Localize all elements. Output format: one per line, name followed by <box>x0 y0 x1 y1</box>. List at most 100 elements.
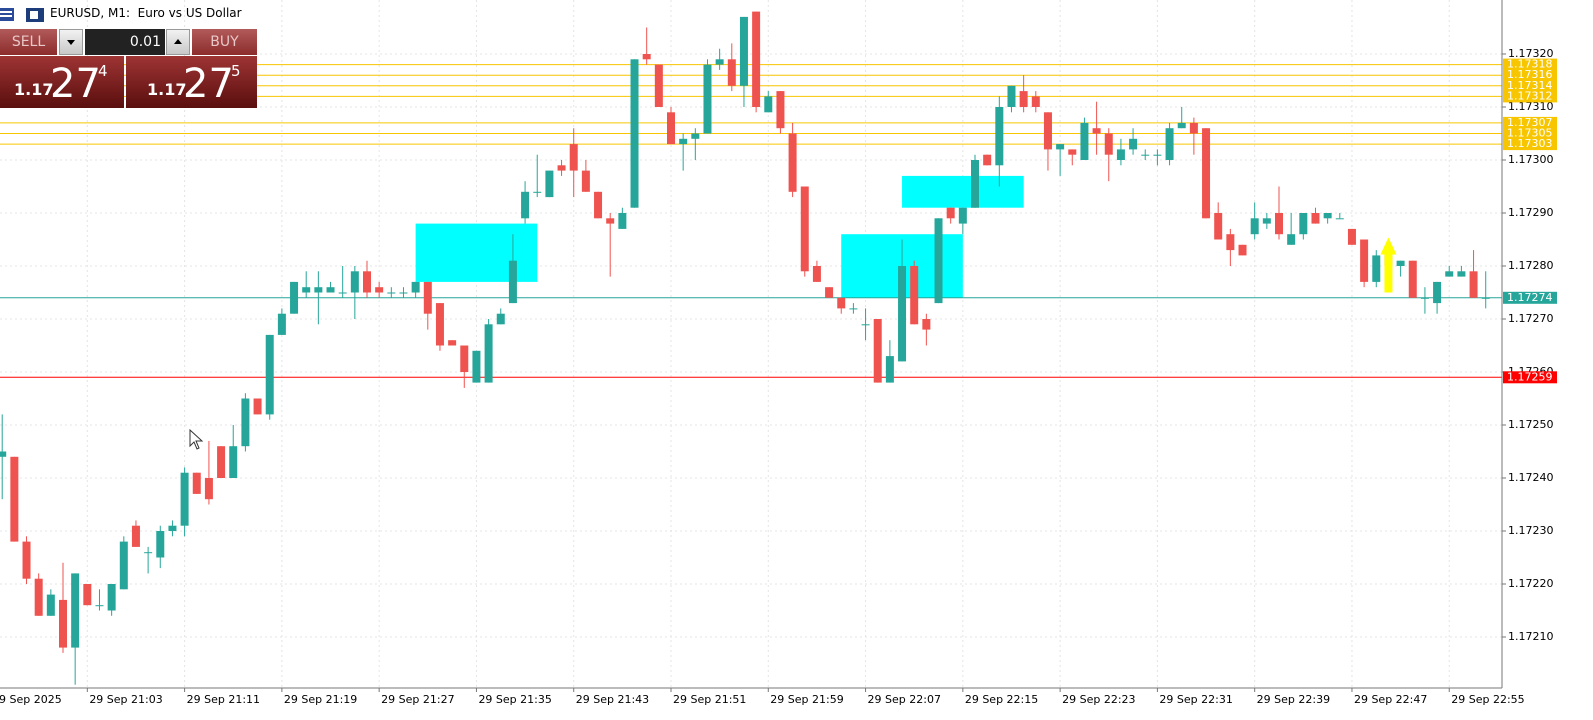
candle-body <box>1287 234 1296 245</box>
candle-body <box>423 281 432 314</box>
candle-body <box>1129 138 1138 150</box>
candle-body <box>1080 122 1089 160</box>
candle-body <box>630 59 639 208</box>
buy-button[interactable]: BUY <box>192 29 257 55</box>
candle-body <box>435 303 444 346</box>
candle-body <box>253 398 262 415</box>
candle-body <box>1481 297 1490 299</box>
candle-body <box>1347 228 1356 245</box>
candle-body <box>229 446 238 478</box>
candle-body <box>654 64 663 107</box>
level-line-label-bg <box>1503 69 1557 82</box>
candle-body <box>1116 149 1125 160</box>
candle-body <box>910 266 919 325</box>
y-tick-label: 1.17230 <box>1508 524 1554 537</box>
candle-body <box>302 287 311 293</box>
candle-body <box>1469 271 1478 298</box>
candle-body <box>1165 128 1174 160</box>
x-tick-label: 29 Sep 21:19 <box>284 693 357 706</box>
candle-body <box>1141 154 1150 156</box>
zone <box>902 175 1024 208</box>
candle-body <box>1311 213 1320 224</box>
candle-body <box>837 297 846 309</box>
candle-body <box>1031 96 1040 107</box>
x-tick-label: 29 Sep 21:35 <box>478 693 551 706</box>
lot-up[interactable] <box>166 29 190 55</box>
candle-body <box>1104 133 1113 155</box>
candle-body <box>1457 271 1466 277</box>
candle-body <box>34 578 43 616</box>
level-line-label: 1.17314 <box>1507 79 1553 92</box>
candle-body <box>399 292 408 294</box>
candle-body <box>217 446 226 478</box>
y-tick-label: 1.17220 <box>1508 577 1554 590</box>
buy-quote[interactable]: 1.17 27 5 <box>126 56 257 108</box>
candle-body <box>472 350 481 383</box>
candle-body <box>1275 213 1283 235</box>
y-tick-label: 1.17210 <box>1508 630 1554 643</box>
x-tick-label: 29 Sep 2025 <box>0 693 62 706</box>
level-line-label-bg <box>1503 58 1557 71</box>
flag-icon <box>0 8 14 21</box>
level-line-label-bg <box>1503 90 1557 103</box>
candle-body <box>95 605 104 607</box>
candle-body <box>983 154 992 166</box>
level-line-label: 1.17312 <box>1507 89 1553 102</box>
price-pips: 27 <box>183 61 234 107</box>
arrow-glyph <box>174 39 182 44</box>
level-line-label-bg <box>1503 127 1557 140</box>
alert-line-label: 1.17259 <box>1507 370 1553 383</box>
flag-stripe <box>0 11 12 13</box>
x-tick-label: 29 Sep 22:47 <box>1354 693 1427 706</box>
trade-panel: SELL 0.01 BUY 1.17 27 4 1.17 27 5 <box>0 28 257 108</box>
candle-body <box>971 160 979 208</box>
candle-body <box>71 573 80 648</box>
candle-body <box>277 313 286 335</box>
candle-body <box>1262 218 1271 224</box>
candle-body <box>0 451 7 457</box>
candle-body <box>192 472 201 494</box>
candle-body <box>1068 149 1077 155</box>
zone <box>415 223 538 282</box>
candle-body <box>557 165 566 171</box>
level-line-label: 1.17307 <box>1507 116 1553 129</box>
axes <box>0 0 1503 689</box>
candle-body <box>594 191 603 219</box>
candle-body <box>1372 255 1381 282</box>
candle-body <box>484 324 493 383</box>
candle-body <box>533 191 542 193</box>
candle-body <box>168 525 177 531</box>
candle-body <box>1408 260 1417 298</box>
candle-body <box>46 594 55 616</box>
candle-body <box>411 281 420 293</box>
candle-body <box>581 170 590 192</box>
level-line-label-bg <box>1503 116 1557 129</box>
candle-body <box>958 207 967 224</box>
price-fraction: 5 <box>231 62 241 80</box>
candle-body <box>727 59 736 86</box>
candle-body <box>1214 213 1223 240</box>
mouse-cursor <box>189 428 204 450</box>
x-tick-label: 29 Sep 21:03 <box>89 693 162 706</box>
candle-body <box>679 138 688 145</box>
flag-detail <box>30 11 38 19</box>
lot-input[interactable]: 0.01 <box>85 29 165 55</box>
candle-body <box>812 266 821 282</box>
up-arrow <box>174 39 182 44</box>
down-arrow <box>67 40 75 45</box>
y-tick-label: 1.17280 <box>1508 259 1554 272</box>
lot-down[interactable] <box>59 29 83 55</box>
candle-body <box>667 112 675 145</box>
x-tick-label: 29 Sep 22:31 <box>1159 693 1232 706</box>
candle-body <box>156 531 165 558</box>
candle-body <box>618 213 627 229</box>
x-tick-label: 29 Sep 22:07 <box>868 693 941 706</box>
sell-button[interactable]: SELL <box>0 29 57 55</box>
x-tick-label: 29 Sep 21:11 <box>187 693 260 706</box>
sell-quote[interactable]: 1.17 27 4 <box>0 56 124 108</box>
candle-body <box>1250 218 1259 235</box>
x-tick-label: 29 Sep 21:27 <box>381 693 454 706</box>
candle-body <box>1007 85 1016 107</box>
candle-body <box>825 287 834 298</box>
level-line-label: 1.17318 <box>1507 58 1553 71</box>
